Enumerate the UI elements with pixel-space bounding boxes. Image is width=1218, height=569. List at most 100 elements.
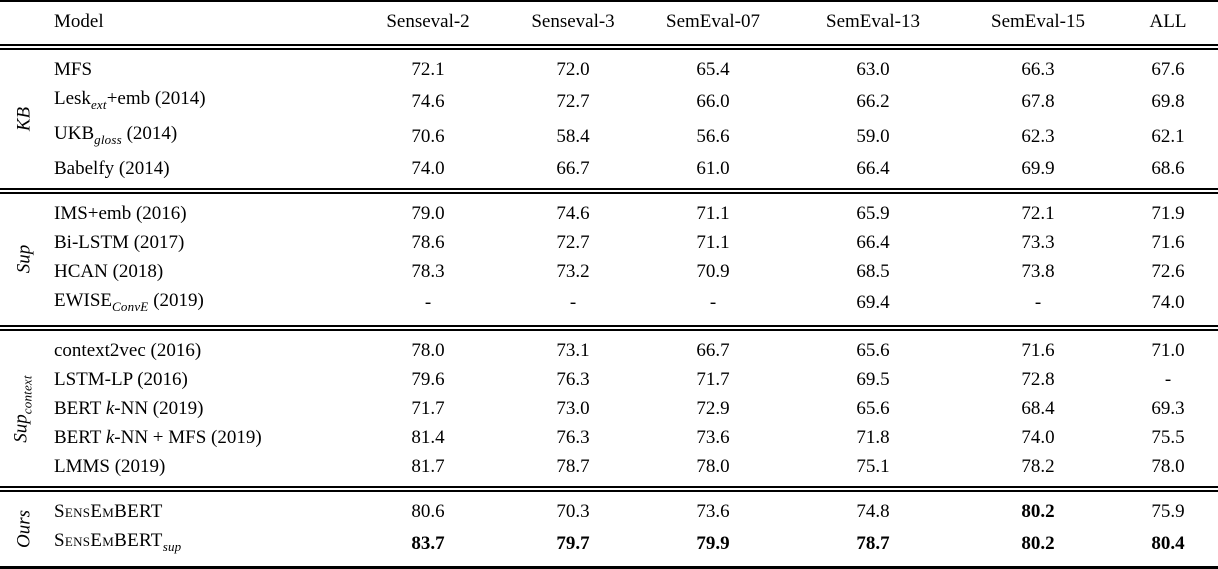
score-cell: 78.0 <box>411 340 445 362</box>
text-segment: Lesk <box>54 88 91 109</box>
score-cell: 73.6 <box>696 501 730 523</box>
group-label-ours: Ours <box>11 510 38 548</box>
group-label-supcontext: Supcontext <box>8 375 41 442</box>
score-cell: 72.8 <box>1021 369 1055 391</box>
model-name: IMS+emb (2016) <box>48 191 348 228</box>
text-segment: k <box>105 398 115 420</box>
score-cell: 67.6 <box>1151 59 1185 80</box>
score-cell: 71.7 <box>411 398 445 420</box>
score-cell: 74.6 <box>556 202 590 224</box>
model-name: UKBgloss (2014) <box>48 119 348 154</box>
model-name: SensEmBERTsup <box>48 526 348 567</box>
text-segment: SensEmBERT <box>54 530 163 552</box>
column-header-all: ALL <box>1149 11 1187 32</box>
score-cell: 69.8 <box>1151 90 1185 112</box>
score-cell: 62.3 <box>1021 125 1055 147</box>
header-row: Model Senseval-2 Senseval-3 SemEval-07 S… <box>0 1 1218 47</box>
score-cell: 73.1 <box>556 340 590 362</box>
score-cell: 71.0 <box>1151 340 1185 362</box>
score-cell: - <box>569 292 577 314</box>
score-cell: 74.0 <box>1021 427 1055 449</box>
score-cell: 65.9 <box>856 202 890 224</box>
table-row: HCAN (2018) 78.3 73.2 70.9 68.5 73.8 72.6 <box>0 257 1218 286</box>
score-cell: 66.7 <box>696 340 730 362</box>
score-cell: 79.0 <box>411 202 445 224</box>
score-cell: 66.2 <box>856 90 890 112</box>
score-cell: 80.4 <box>1151 533 1185 555</box>
column-header-semeval-13: SemEval-13 <box>826 11 920 32</box>
table-row: Supcontext context2vec (2016) 78.0 73.1 66.7… <box>0 328 1218 442</box>
model-name: LMMS (2019) <box>48 452 348 489</box>
score-cell: 75.9 <box>1151 501 1185 523</box>
group-label-kb: KB <box>11 107 38 131</box>
score-cell: 78.7 <box>856 533 890 555</box>
score-cell: 70.3 <box>556 501 590 523</box>
score-cell: 78.3 <box>411 260 445 282</box>
score-cell: 58.4 <box>556 125 590 147</box>
score-cell: 66.4 <box>856 157 890 179</box>
text-segment: context <box>19 375 35 415</box>
score-cell: 71.1 <box>696 231 730 253</box>
model-name: EWISEConvE (2019) <box>48 286 348 329</box>
text-segment: Sup <box>13 245 35 274</box>
score-cell: 80.2 <box>1021 501 1055 523</box>
text-segment: MFS <box>54 59 93 80</box>
score-cell: 80.2 <box>1021 533 1055 555</box>
table-row: Ours SensEmBERT 80.6 70.3 73.6 74.8 80.2 75.9 <box>0 489 1218 548</box>
score-cell: 56.6 <box>696 125 730 147</box>
score-cell: 71.7 <box>696 369 730 391</box>
table-row: SensEmBERTsup 83.7 79.7 79.9 78.7 80.2 80.4 <box>0 526 1218 567</box>
score-cell: 79.7 <box>556 533 590 555</box>
score-cell: 72.7 <box>556 231 590 253</box>
table-row: Babelfy (2014) 74.0 66.7 61.0 66.4 69.9 68.6 <box>0 154 1218 191</box>
column-header-semeval-15: SemEval-15 <box>991 11 1085 32</box>
score-cell: 72.7 <box>556 90 590 112</box>
score-cell: 72.1 <box>411 59 445 80</box>
score-cell: 74.0 <box>1151 292 1185 314</box>
score-cell: 61.0 <box>696 157 730 179</box>
column-header-senseval-2: Senseval-2 <box>386 11 470 32</box>
score-cell: 74.8 <box>856 501 890 523</box>
score-cell: 78.7 <box>556 456 590 478</box>
score-cell: 69.3 <box>1151 398 1185 420</box>
model-name: BERT k-NN + MFS (2019) <box>48 423 348 452</box>
score-cell: 67.8 <box>1021 90 1055 112</box>
text-segment: sup <box>162 539 182 555</box>
score-cell: 83.7 <box>411 533 445 555</box>
score-cell: 74.0 <box>411 157 445 179</box>
score-cell: 69.9 <box>1021 157 1055 179</box>
group-label-cell-kb: KB <box>0 47 48 191</box>
group-header-cell <box>0 1 48 47</box>
score-cell: - <box>1164 369 1172 391</box>
score-cell: 66.4 <box>856 231 890 253</box>
model-name: Leskext+emb (2014) <box>48 84 348 119</box>
column-header-semeval-07: SemEval-07 <box>666 11 760 32</box>
score-cell: 71.9 <box>1151 202 1185 224</box>
text-segment: IMS+emb (2016) <box>54 202 187 224</box>
score-cell: 75.5 <box>1151 427 1185 449</box>
section-kb: KB MFS 72.1 72.0 65.4 63.0 66.3 67.6 Leskext+emb… <box>0 47 1218 191</box>
model-name: MFS <box>48 47 348 84</box>
score-cell: 81.7 <box>411 456 445 478</box>
model-name: Bi-LSTM (2017) <box>48 228 348 257</box>
score-cell: 70.6 <box>411 125 445 147</box>
text-segment: +emb (2014) <box>106 88 206 109</box>
text-segment: BERT <box>54 398 106 420</box>
score-cell: 78.6 <box>411 231 445 253</box>
score-cell: 79.9 <box>696 533 730 555</box>
table-row: BERT k-NN (2019) 71.7 73.0 72.9 65.6 68.4 69.3 <box>0 394 1218 423</box>
table-row: KB MFS 72.1 72.0 65.4 63.0 66.3 67.6 <box>0 47 1218 131</box>
table-row: LMMS (2019) 81.7 78.7 78.0 75.1 78.2 78.0 <box>0 452 1218 489</box>
score-cell: - <box>424 292 432 314</box>
text-segment: LMMS (2019) <box>54 456 166 478</box>
text-segment: gloss <box>94 131 122 147</box>
score-cell: 59.0 <box>856 125 890 147</box>
text-segment: (2014) <box>121 122 178 144</box>
score-cell: 79.6 <box>411 369 445 391</box>
score-cell: 70.9 <box>696 260 730 282</box>
score-cell: 71.6 <box>1151 231 1185 253</box>
text-segment: Sup <box>10 414 32 443</box>
score-cell: 76.3 <box>556 369 590 391</box>
score-cell: 78.2 <box>1021 456 1055 478</box>
group-label-cell-ours: Ours <box>0 489 48 567</box>
